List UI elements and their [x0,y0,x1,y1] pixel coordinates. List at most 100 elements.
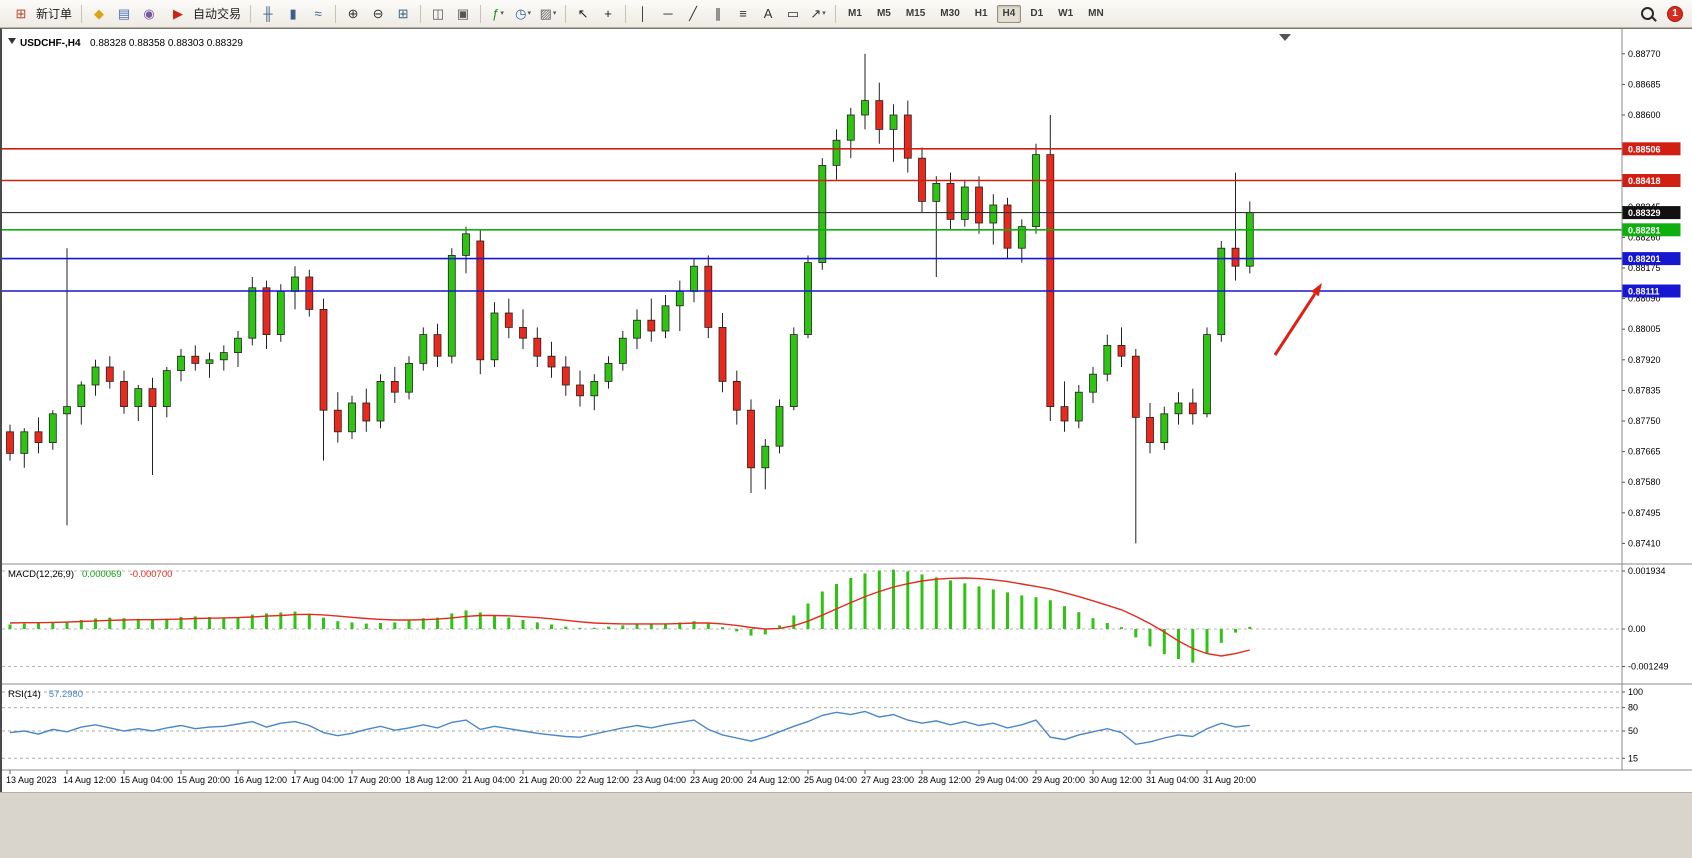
new-chart-icon[interactable]: ◆ [94,6,105,21]
auto-trading-button[interactable]: ▶ 自动交易 [162,3,245,25]
candle-body [1074,391,1083,422]
periods-button[interactable]: ◷ ▾ [515,6,531,21]
chart-window[interactable]: 0.887700.886850.886000.883450.882600.881… [0,28,1692,793]
macd-bar [906,571,910,629]
price-tick-label: 0.87495 [1628,508,1661,518]
price-chart[interactable]: 0.887700.886850.886000.883450.882600.881… [2,29,1692,793]
price-shift-marker[interactable] [1279,34,1291,41]
tile-windows-icon[interactable]: ◫ [431,6,445,21]
grid-icon[interactable]: ⊞ [397,6,409,21]
candle-body [291,276,299,292]
macd-bar [336,621,340,629]
toolbar-separator [335,4,337,23]
price-tag [1622,142,1681,156]
vertical-line-icon[interactable]: │ [638,6,648,21]
collapse-triangle-icon[interactable] [8,38,16,44]
candle-body [1231,247,1240,267]
price-tick-label: 0.87410 [1628,538,1661,548]
macd-bar [664,623,667,629]
candle-body [747,409,755,469]
cursor-icon[interactable]: ↖ [577,6,589,21]
arrows-button[interactable]: ↗ ▾ [810,6,826,21]
macd-bar [151,619,154,629]
candle-body [333,409,342,433]
trendline-icon[interactable]: ╱ [689,6,697,21]
indicators-button[interactable]: ƒ ▾ [492,6,504,21]
timeframe-h1[interactable]: H1 [974,7,988,19]
macd-bar [493,615,496,629]
arrow-annotation[interactable] [1273,283,1322,356]
timeframe-h4[interactable]: H4 [996,4,1022,23]
macd-bar [407,620,411,629]
zoom-out-icon[interactable]: ⊖ [372,6,384,21]
macd-tick-label: 0.00 [1628,624,1646,634]
horizontal-line-icon[interactable]: ─ [663,6,673,21]
price-tick-label: 0.87750 [1628,416,1661,426]
macd-bar [22,623,26,629]
macd-bar [1219,629,1223,643]
search-button[interactable] [1636,3,1660,25]
price-tick-label: 0.88685 [1628,79,1661,89]
timeframe-m15[interactable]: M15 [905,7,926,19]
macd-bar [322,617,325,629]
candle-body [604,362,613,382]
macd-bar [607,626,610,629]
candle-body [1146,416,1154,443]
candle-body [476,240,485,361]
candle-body [690,265,698,292]
profiles-icon[interactable]: ▤ [117,6,131,21]
macd-bar [1048,600,1052,629]
macd-bar [65,621,69,629]
price-tag [1622,206,1681,220]
cascade-windows-icon[interactable]: ▣ [456,6,470,21]
candle-body [1174,402,1183,415]
timeframe-m30[interactable]: M30 [940,7,960,19]
bar-chart-icon[interactable]: ╫ [263,6,273,21]
new-order-button[interactable]: ⊞ 新订单 [5,3,76,25]
label-icon[interactable]: ▭ [786,6,800,21]
macd-bar [1091,618,1095,629]
timeframe-m1[interactable]: M1 [848,7,862,19]
fibonacci-icon[interactable]: ≡ [739,6,747,21]
macd-bar [1234,629,1237,633]
timeframe-d1[interactable]: D1 [1030,7,1044,19]
templates-button[interactable]: ▨ ▾ [539,6,557,21]
price-tag-label: 0.88506 [1628,144,1661,154]
candle-body [846,114,855,141]
macd-bar [1063,606,1066,629]
notification-badge[interactable]: 1 [1667,5,1683,22]
macd-bar [692,621,696,629]
macd-bar [1006,592,1009,629]
price-tick-label: 0.88770 [1628,49,1661,59]
timeframe-mn[interactable]: MN [1088,7,1104,19]
candlestick-chart-icon[interactable]: ▮ [289,6,297,21]
macd-bar [1162,629,1166,655]
price-tick-label: 0.87920 [1628,355,1661,365]
candle-body [276,290,285,335]
macd-bar [478,612,482,629]
data-window-icon[interactable]: ◉ [143,6,155,21]
candle-body [1003,204,1012,249]
zoom-in-icon[interactable]: ⊕ [347,6,359,21]
candle-body [561,366,570,386]
candle-body [34,431,43,443]
toolbar-separator [81,4,83,23]
timeframe-w1[interactable]: W1 [1058,7,1074,19]
candle-body [661,305,670,332]
macd-bar [450,613,454,629]
candle-body [547,355,556,368]
text-icon[interactable]: A [763,6,773,21]
time-axis-label: 15 Aug 04:00 [120,775,173,785]
channel-icon[interactable]: ∥ [714,6,722,21]
candle-body [732,380,741,411]
candle-body [675,290,684,307]
line-chart-icon[interactable]: ≈ [314,6,322,21]
crosshair-icon[interactable]: + [604,6,612,21]
candle-body [1103,344,1112,375]
price-tag-label: 0.88111 [1628,287,1660,297]
time-axis-label: 18 Aug 12:00 [405,775,458,785]
macd-bar [678,622,682,629]
chart-background[interactable] [2,29,1692,793]
timeframe-m5[interactable]: M5 [876,7,891,19]
macd-bar [421,618,425,629]
